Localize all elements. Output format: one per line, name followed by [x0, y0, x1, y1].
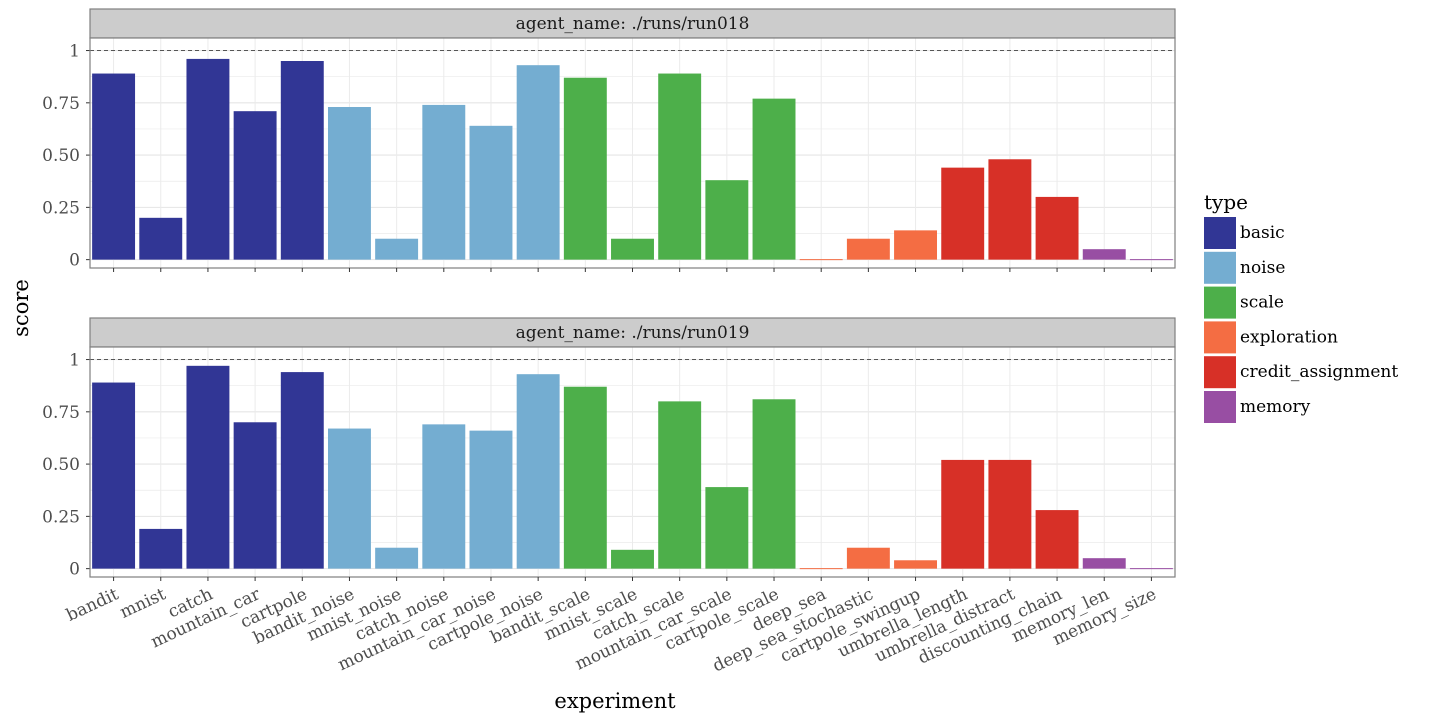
bar: [139, 217, 183, 260]
legend-swatch: [1204, 321, 1236, 354]
bar: [1129, 568, 1173, 570]
bar: [233, 111, 277, 260]
bar: [186, 365, 230, 569]
bar: [327, 428, 371, 569]
bar: [658, 73, 702, 260]
y-axis-title: score: [9, 279, 33, 337]
x-tick-label: mnist: [117, 584, 169, 623]
bar: [280, 372, 324, 569]
bar: [469, 125, 513, 260]
legend-swatch: [1204, 251, 1236, 284]
x-axis-title: experiment: [554, 689, 676, 713]
bar: [988, 159, 1032, 260]
legend-label: exploration: [1240, 327, 1338, 347]
bar: [988, 459, 1032, 569]
bar: [705, 487, 749, 569]
y-tick-label: 0.25: [42, 507, 80, 527]
legend: type basic noise scale exploration credit_as…: [1204, 190, 1398, 423]
facet-strip-label: agent_name: ./runs/run018: [516, 14, 750, 34]
bar: [375, 238, 419, 260]
facet-panel: agent_name: ./runs/run019 0 0.25 0.50 0.75 1: [42, 317, 1176, 581]
bar: [799, 259, 843, 261]
legend-label: scale: [1240, 293, 1284, 313]
y-tick-label: 0.75: [42, 403, 80, 423]
legend-swatch: [1204, 286, 1236, 319]
legend-swatch: [1204, 217, 1236, 249]
legend-swatch: [1204, 356, 1236, 389]
bar: [658, 401, 702, 569]
bar: [611, 238, 654, 260]
bar: [941, 167, 985, 260]
legend-label: basic: [1240, 223, 1285, 243]
bar: [280, 61, 324, 260]
bar: [1082, 558, 1126, 569]
y-tick-label: 0.75: [42, 94, 80, 114]
bar: [846, 547, 890, 569]
legend-label: credit_assignment: [1240, 362, 1398, 382]
y-tick-label: 0.50: [42, 146, 80, 166]
bar: [327, 107, 371, 260]
bar: [563, 77, 607, 260]
bar: [1035, 510, 1079, 569]
bar: [752, 399, 796, 569]
bar: [894, 560, 938, 569]
y-tick-label: 0: [69, 251, 80, 271]
facet-strip: [89, 8, 1176, 39]
legend-swatch: [1204, 391, 1236, 423]
bar: [516, 374, 560, 569]
legend-label: noise: [1240, 258, 1285, 278]
y-tick-label: 1: [69, 351, 80, 371]
facet-strip-label: agent_name: ./runs/run019: [516, 323, 750, 343]
bar: [186, 58, 230, 260]
bar: [563, 386, 607, 569]
y-tick-label: 0.50: [42, 455, 80, 475]
bar: [941, 459, 985, 569]
x-axis: banditmnistcatchmountain_carcartpoleband…: [63, 584, 1159, 676]
y-tick-label: 0.25: [42, 198, 80, 218]
legend-label: memory: [1240, 397, 1311, 417]
bar: [516, 65, 560, 260]
facet-panel: agent_name: ./runs/run018 0 0.25 0.50 0.75 1: [42, 8, 1176, 272]
x-tick-label: bandit: [63, 584, 122, 625]
y-tick-label: 1: [69, 42, 80, 62]
bar: [92, 73, 136, 260]
bar: [422, 104, 466, 260]
bar: [1035, 196, 1079, 260]
bar: [375, 547, 419, 569]
facet-strip: [89, 317, 1176, 348]
bar: [422, 424, 466, 569]
bar: [846, 238, 890, 260]
chart-panels: agent_name: ./runs/run01800.250.500.751a…: [42, 8, 1176, 581]
legend-title: type: [1204, 190, 1248, 214]
bar: [1129, 259, 1173, 261]
bar: [139, 528, 183, 569]
y-tick-label: 0: [69, 560, 80, 580]
bar: [894, 230, 938, 260]
bar: [92, 382, 136, 569]
bar: [1082, 249, 1126, 260]
bar: [705, 180, 749, 260]
bar: [469, 430, 513, 569]
bar: [233, 422, 277, 569]
bar: [799, 568, 843, 570]
bar: [611, 549, 654, 569]
bar: [752, 98, 796, 260]
